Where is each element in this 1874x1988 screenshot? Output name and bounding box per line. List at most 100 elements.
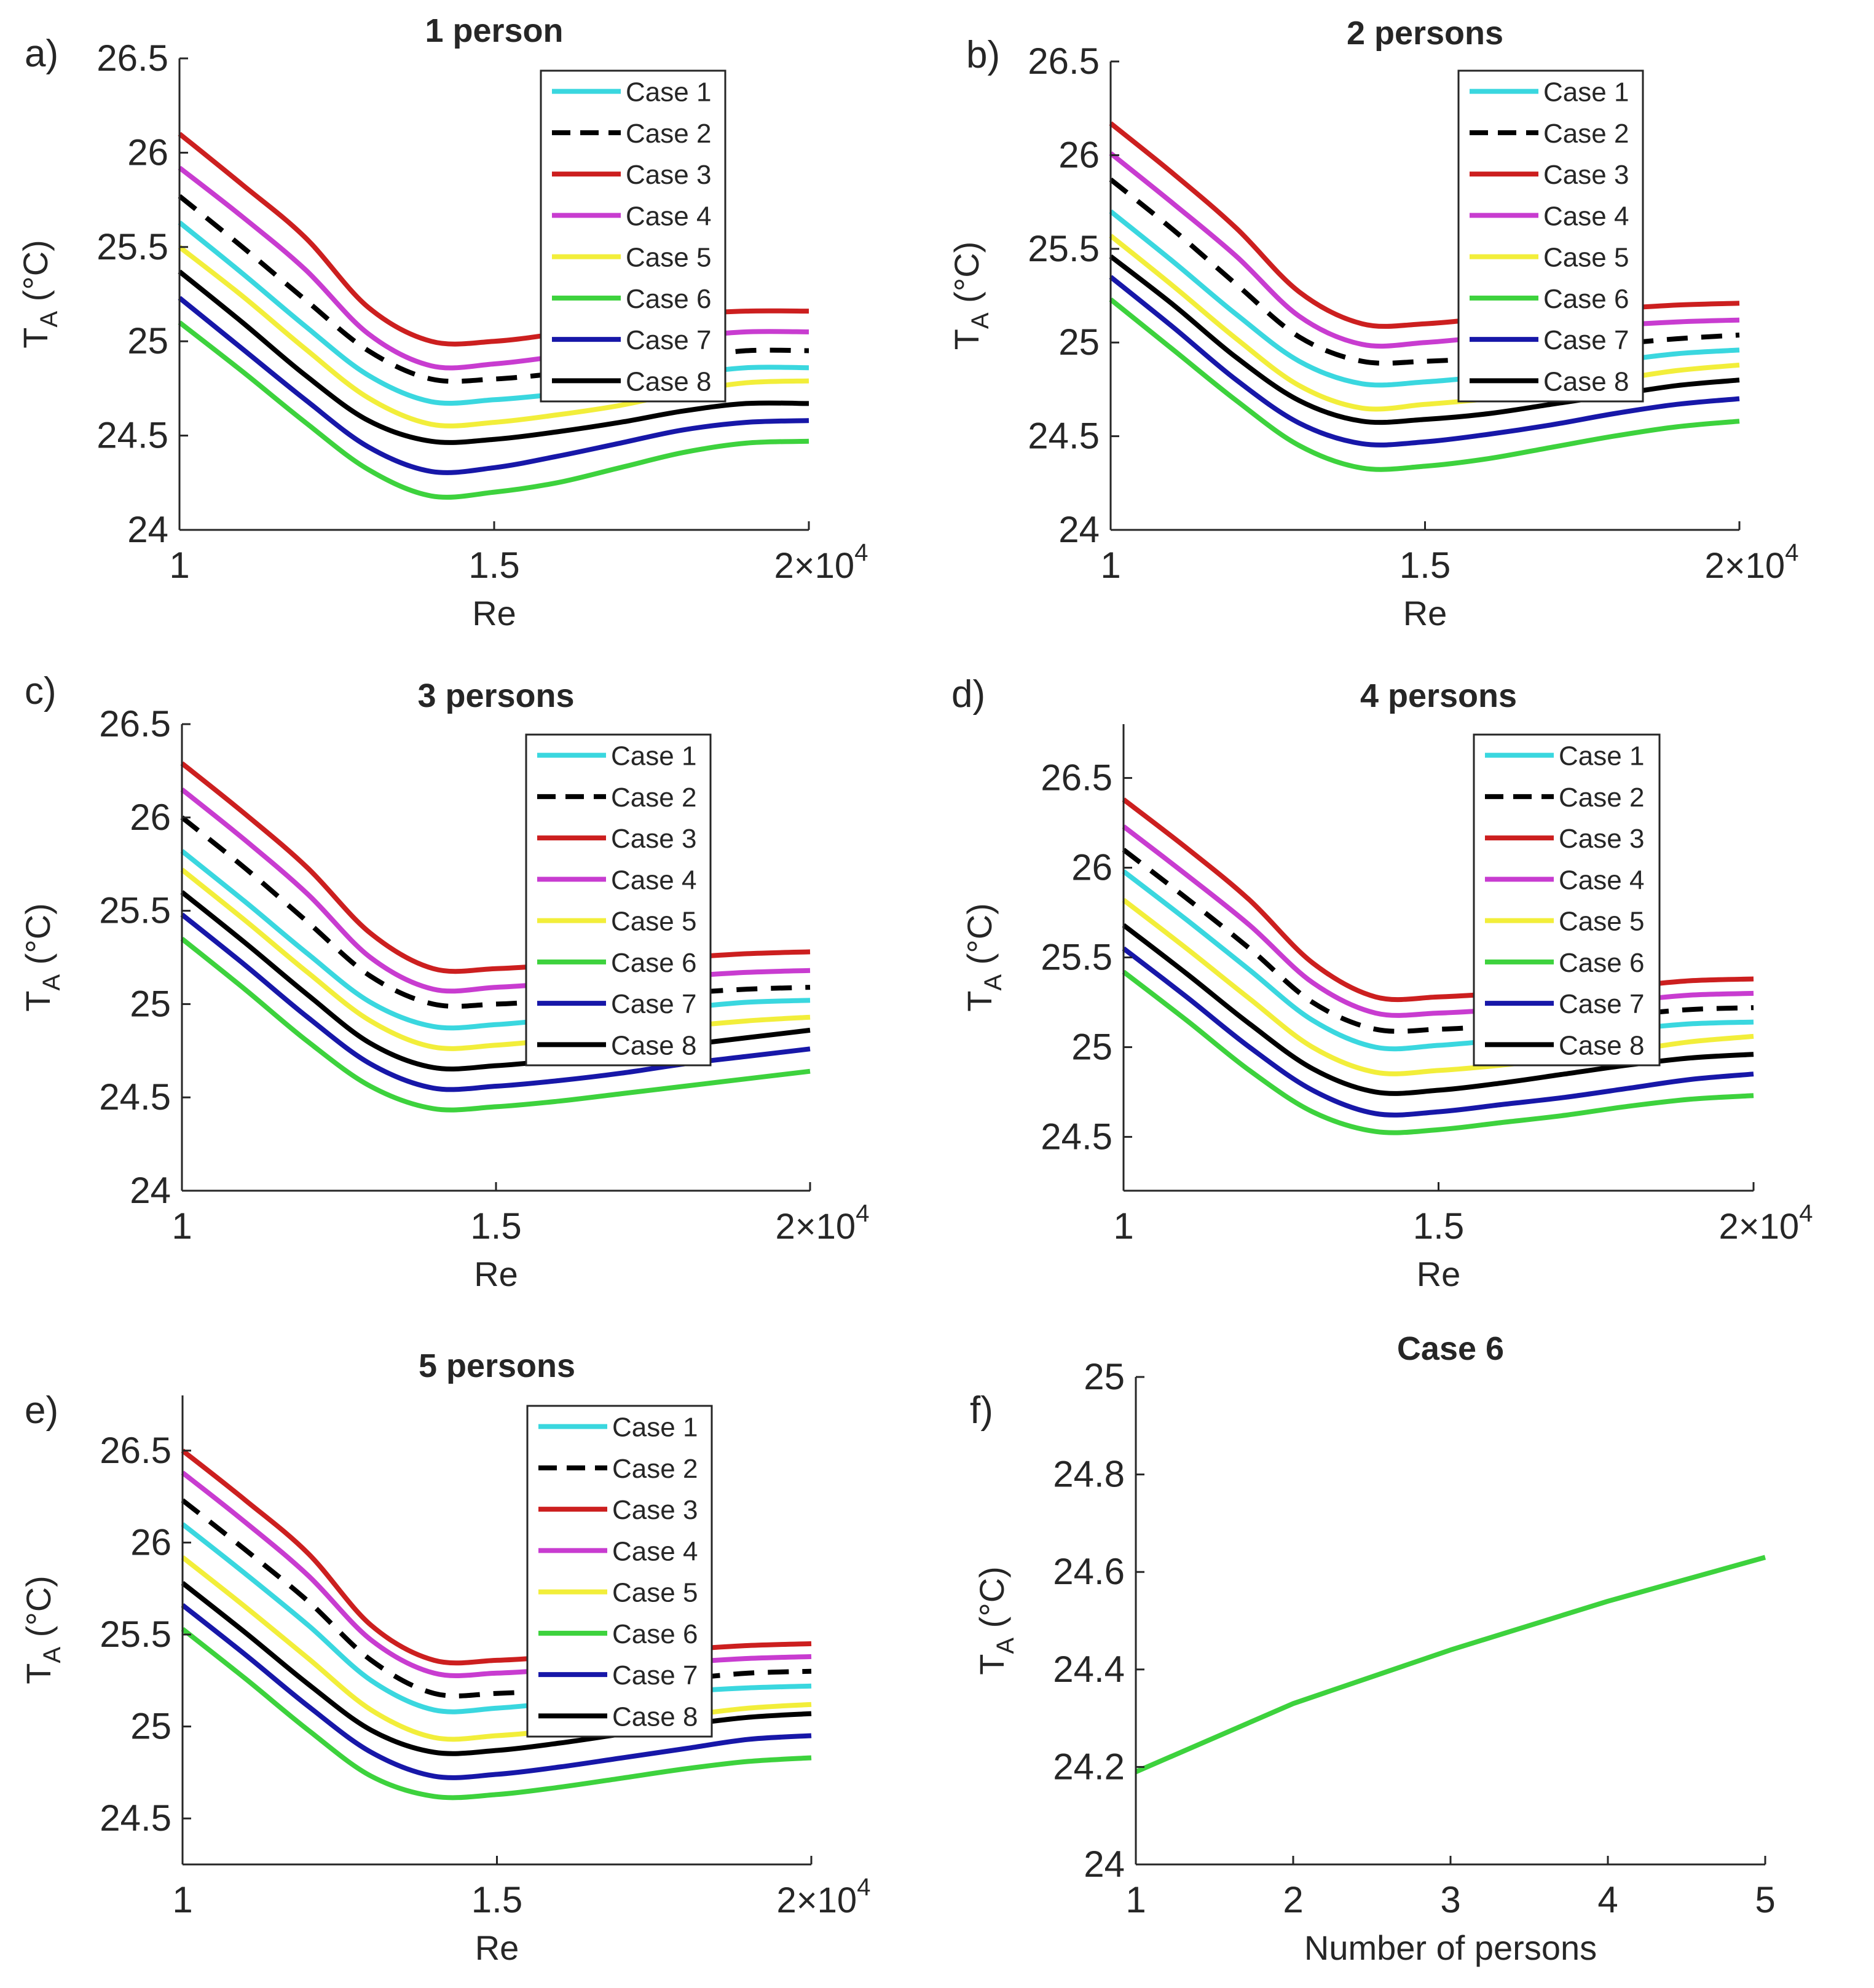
legend-label-case-6: Case 6 — [1559, 948, 1644, 978]
y-tick-label: 25.5 — [1028, 228, 1100, 269]
x-axis-label: Re — [1403, 594, 1447, 633]
legend-label-case-5: Case 5 — [1559, 907, 1644, 937]
y-tick-label: 25.5 — [1041, 937, 1112, 978]
legend-label-case-6: Case 6 — [626, 284, 711, 314]
legend-label-case-1: Case 1 — [1559, 741, 1644, 771]
legend-box — [526, 1405, 713, 1738]
legend: Case 1 Case 2 Case 3 Case 4 Case 5 Case 6 Case… — [526, 1405, 713, 1738]
legend-label-case-3: Case 3 — [1559, 824, 1644, 854]
series-line-case-6 — [1109, 297, 1740, 472]
legend-box — [1457, 69, 1644, 403]
y-axis-label: TA (°C) — [16, 240, 63, 349]
y-tick-label: 24.5 — [1041, 1116, 1112, 1157]
legend-label-case-5: Case 5 — [611, 907, 696, 937]
legend-label-case-7: Case 7 — [611, 989, 696, 1019]
y-tick-label: 26 — [1071, 847, 1112, 888]
panel-letter: e) — [25, 1389, 58, 1432]
y-tick-label: 24.5 — [100, 1797, 171, 1839]
legend-label-case-4: Case 4 — [1543, 201, 1629, 231]
legend-label-case-5: Case 5 — [1543, 243, 1629, 273]
legend-label-case-7: Case 7 — [1543, 325, 1629, 355]
legend: Case 1 Case 2 Case 3 Case 4 Case 5 Case 6 Case… — [1473, 733, 1661, 1067]
panel-letter: c) — [25, 670, 57, 712]
x-exponent-label: 2×104 — [1719, 1200, 1813, 1247]
x-tick-label: 1.5 — [468, 545, 519, 586]
panel-5: 1 1.5 2×104 24.5 25 25.5 26 26.5 Re TA (°C) 5 pers… — [19, 1347, 870, 1967]
series-line-case-6 — [1135, 1555, 1766, 1774]
legend-label-case-8: Case 8 — [612, 1702, 698, 1732]
x-tick-label: 5 — [1755, 1879, 1775, 1920]
y-axis-label: TA (°C) — [947, 242, 994, 350]
y-tick-label: 26.5 — [100, 1430, 171, 1471]
legend-label-case-1: Case 1 — [626, 77, 711, 108]
series-line-case-6 — [178, 320, 809, 500]
y-tick-label: 25 — [1084, 1356, 1125, 1397]
x-axis-label: Number of persons — [1304, 1928, 1597, 1967]
y-tick-label: 25 — [127, 320, 168, 361]
y-tick-label: 26.5 — [99, 703, 171, 744]
panel-letter: f) — [970, 1389, 993, 1432]
x-tick-label: 1 — [1100, 545, 1120, 586]
y-tick-label: 26 — [130, 1521, 171, 1563]
panel-letter: a) — [25, 33, 58, 75]
x-tick-label: 1 — [172, 1879, 192, 1920]
y-axis-label: TA (°C) — [18, 903, 65, 1012]
panel-letter: d) — [951, 673, 985, 716]
x-tick-label: 1 — [1113, 1205, 1133, 1247]
y-tick-label: 24.5 — [99, 1076, 171, 1118]
y-tick-label: 24.5 — [1028, 416, 1100, 457]
y-tick-label: 25.5 — [99, 890, 171, 931]
x-tick-label: 1.5 — [1413, 1205, 1464, 1247]
y-tick-label: 26 — [127, 132, 168, 173]
series-line-case-7 — [178, 296, 809, 475]
y-tick-label: 26.5 — [1028, 41, 1100, 82]
legend-label-case-2: Case 2 — [1543, 119, 1629, 149]
panel-3: 1 1.5 2×104 24 24.5 25 25.5 26 26.5 Re TA (°C) 3 pe… — [18, 670, 869, 1293]
series-line-case-7 — [1122, 946, 1754, 1118]
panel-4: 1 1.5 2×104 24.5 25 25.5 26 26.5 Re TA (°C) 4 pers… — [951, 673, 1813, 1293]
legend-label-case-2: Case 2 — [626, 119, 711, 149]
legend-label-case-1: Case 1 — [611, 741, 696, 771]
legend-label-case-6: Case 6 — [611, 948, 696, 978]
legend-label-case-6: Case 6 — [1543, 284, 1629, 314]
legend: Case 1 Case 2 Case 3 Case 4 Case 5 Case 6 Case… — [1457, 69, 1644, 403]
legend-label-case-7: Case 7 — [612, 1660, 698, 1690]
legend-box — [540, 69, 726, 403]
legend-label-case-4: Case 4 — [1559, 865, 1644, 895]
y-axis-label: TA (°C) — [19, 1576, 66, 1684]
x-tick-label: 1 — [169, 545, 189, 586]
panel-letter: b) — [966, 34, 1000, 76]
panel-title: 4 persons — [1360, 677, 1517, 714]
series-line-case-6 — [180, 936, 811, 1113]
x-tick-label: 1.5 — [470, 1205, 521, 1247]
y-axis-label: TA (°C) — [972, 1566, 1019, 1675]
x-exponent-label: 2×104 — [777, 1874, 871, 1920]
x-axis-label: Re — [472, 594, 516, 633]
panel-title: 5 persons — [419, 1347, 575, 1384]
y-tick-label: 25.5 — [100, 1614, 171, 1655]
x-axis-label: Re — [1417, 1255, 1461, 1293]
panel-2: 1 1.5 2×104 24 24.5 25 25.5 26 26.5 Re TA (°C) 2 pe… — [947, 15, 1798, 633]
y-tick-label: 24.6 — [1053, 1551, 1125, 1592]
y-tick-label: 25 — [130, 1706, 171, 1747]
x-tick-label: 4 — [1597, 1879, 1618, 1920]
series-line-case-6 — [1122, 969, 1754, 1135]
y-tick-label: 26.5 — [1041, 757, 1112, 799]
legend-label-case-6: Case 6 — [612, 1619, 698, 1649]
y-tick-label: 26 — [130, 797, 171, 838]
y-tick-label: 24.5 — [96, 415, 168, 456]
x-tick-label: 1 — [1125, 1879, 1146, 1920]
series-line-case-7 — [1109, 275, 1740, 448]
panel-title: 3 persons — [417, 677, 574, 714]
y-tick-label: 24 — [130, 1170, 171, 1211]
legend-label-case-8: Case 8 — [1543, 366, 1629, 396]
panel-1: 1 1.5 2×104 24 24.5 25 25.5 26 26.5 Re TA (°C) 1 pe… — [16, 12, 868, 633]
y-tick-label: 24.4 — [1053, 1649, 1125, 1690]
legend-label-case-5: Case 5 — [612, 1578, 698, 1608]
legend: Case 1 Case 2 Case 3 Case 4 Case 5 Case 6 Case… — [540, 69, 726, 403]
x-exponent-label: 2×104 — [776, 1200, 870, 1247]
y-tick-label: 24 — [1084, 1844, 1125, 1885]
y-tick-label: 24.8 — [1053, 1454, 1125, 1495]
x-tick-label: 1.5 — [471, 1879, 522, 1920]
